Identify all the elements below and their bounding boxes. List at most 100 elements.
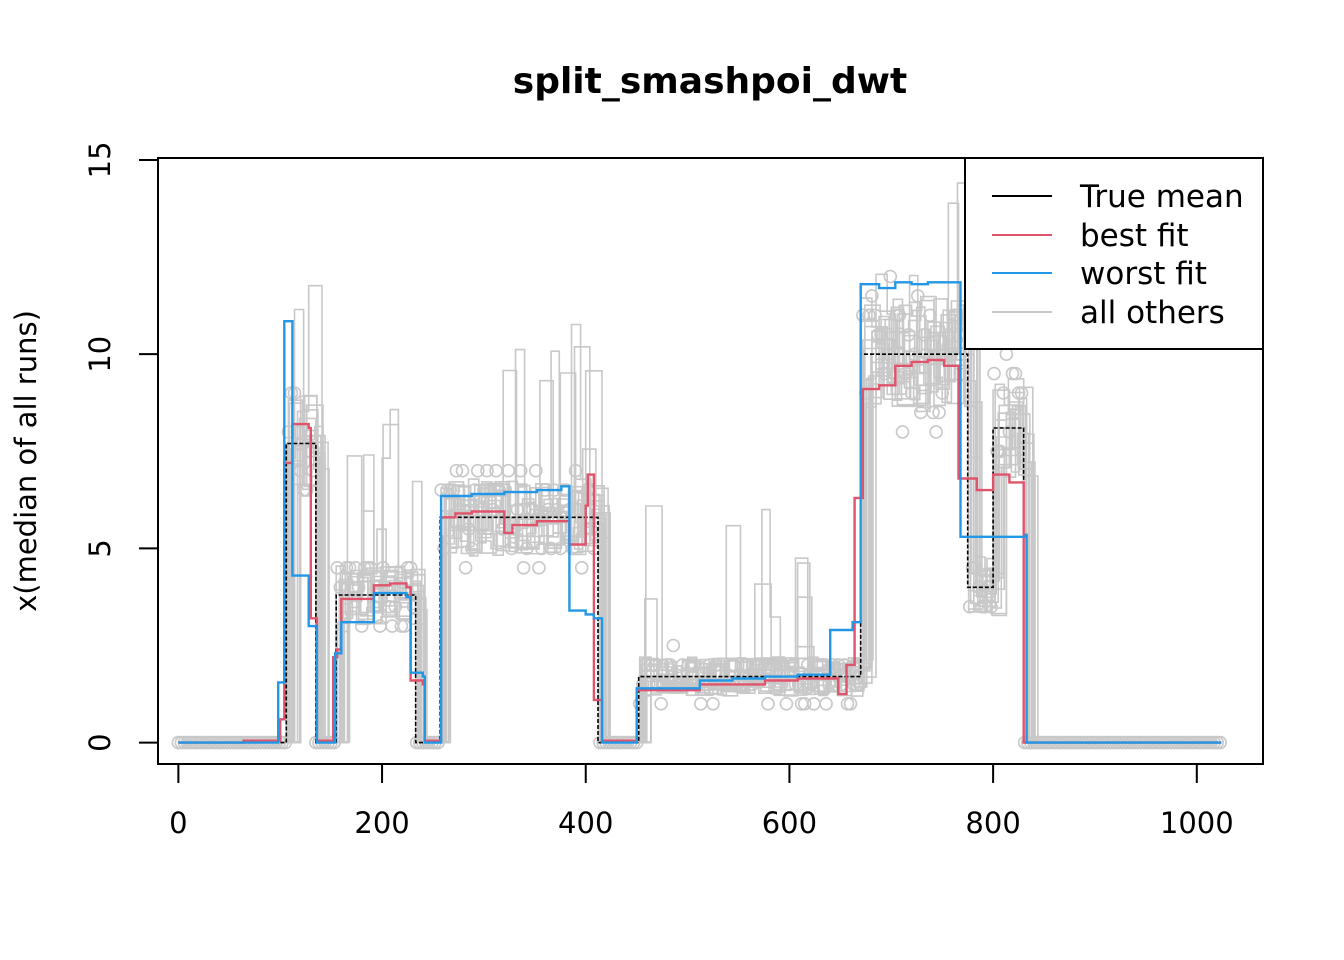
observation-point	[470, 463, 485, 478]
x-tick-label: 1000	[1160, 806, 1234, 840]
observation-point	[541, 502, 555, 517]
observation-point	[993, 444, 1008, 459]
observation-point	[666, 638, 681, 653]
x-tick-label: 800	[965, 806, 1020, 840]
observation-point	[449, 463, 464, 478]
x-tick-label: 400	[558, 806, 613, 840]
observation-point	[892, 308, 907, 323]
observation-point	[776, 658, 791, 672]
observation-point	[706, 696, 720, 711]
y-axis-label: x(median of all runs)	[9, 310, 43, 612]
observation-point	[898, 366, 913, 381]
observation-point	[287, 386, 302, 400]
observation-point	[883, 269, 898, 284]
observation-point	[1002, 425, 1017, 439]
observation-point	[388, 599, 403, 614]
observation-point	[299, 483, 314, 497]
observation-point	[758, 658, 772, 672]
observation-point	[486, 502, 500, 517]
observation-point	[984, 599, 998, 614]
observation-point	[895, 425, 910, 439]
observation-point	[852, 677, 867, 692]
observation-point	[437, 541, 452, 556]
observation-point	[342, 560, 357, 575]
observation-point	[376, 560, 390, 575]
observation-point	[831, 658, 846, 672]
observation-point	[525, 502, 540, 517]
legend-label-all-others: all others	[1080, 295, 1225, 331]
y-tick-label: 0	[83, 733, 117, 751]
observation-point	[528, 463, 543, 478]
observation-point	[797, 696, 812, 711]
observation-point	[382, 599, 397, 614]
observation-point	[779, 696, 794, 711]
observation-point	[467, 483, 482, 497]
observation-point	[880, 347, 895, 362]
observation-point	[868, 308, 882, 323]
observation-point	[941, 327, 956, 342]
observation-point	[461, 522, 476, 536]
observation-point	[782, 677, 797, 692]
observation-point	[904, 386, 919, 400]
observation-point	[632, 696, 647, 711]
observation-point	[498, 483, 513, 497]
legend-label-worst-fit: worst fit	[1080, 256, 1207, 292]
observation-point	[403, 560, 418, 575]
observation-point	[843, 696, 858, 711]
observation-point	[910, 289, 925, 303]
observation-point	[761, 696, 775, 711]
observation-point	[968, 560, 983, 575]
observation-point	[819, 696, 833, 711]
observation-point	[901, 327, 916, 342]
observation-point	[354, 619, 369, 633]
worst-fit-line	[178, 281, 1222, 744]
observation-point	[590, 522, 604, 536]
observation-point	[519, 541, 534, 556]
observation-point	[785, 658, 800, 672]
observation-point	[978, 599, 992, 614]
observation-point	[532, 560, 546, 575]
chart-title: split_smashpoi_dwt	[513, 61, 907, 102]
observation-point	[874, 327, 888, 342]
legend-label-best-fit: best fit	[1080, 218, 1189, 254]
observation-point	[544, 541, 558, 556]
observation-point	[513, 463, 528, 478]
plot-area	[171, 182, 1227, 750]
observation-point	[516, 560, 531, 575]
observation-point	[345, 580, 360, 595]
observation-point	[504, 541, 519, 556]
observation-point	[565, 541, 580, 556]
observation-point	[862, 308, 876, 323]
observation-point	[535, 541, 549, 556]
observation-point	[483, 483, 497, 497]
observation-point	[501, 463, 516, 478]
y-tick-label: 5	[83, 539, 117, 557]
observation-point	[917, 327, 931, 342]
observation-point	[654, 696, 668, 711]
observation-point	[458, 560, 473, 575]
observation-point	[767, 658, 782, 672]
x-tick-label: 0	[169, 806, 187, 840]
x-axis: 0 200 400 600 800 1000	[169, 763, 1234, 840]
observation-point	[480, 463, 494, 478]
observation-point	[987, 366, 1001, 381]
legend: True mean best fit worst fit all others	[964, 157, 1264, 350]
observation-point	[568, 463, 583, 478]
observation-point	[351, 580, 366, 595]
observation-point	[455, 463, 470, 478]
observation-point	[1005, 366, 1020, 381]
observation-point	[877, 366, 891, 381]
y-tick-label: 15	[83, 141, 117, 178]
observation-point	[932, 405, 946, 420]
best-fit-line	[178, 358, 1222, 744]
observation-point	[489, 463, 503, 478]
observation-point	[972, 580, 986, 595]
observation-point	[281, 425, 296, 439]
observation-point	[926, 405, 940, 420]
observation-point	[477, 483, 491, 497]
y-tick-label: 10	[83, 336, 117, 373]
observation-point	[950, 308, 965, 323]
observation-point	[492, 483, 507, 497]
observation-point	[406, 599, 421, 614]
x-tick-label: 200	[354, 806, 409, 840]
